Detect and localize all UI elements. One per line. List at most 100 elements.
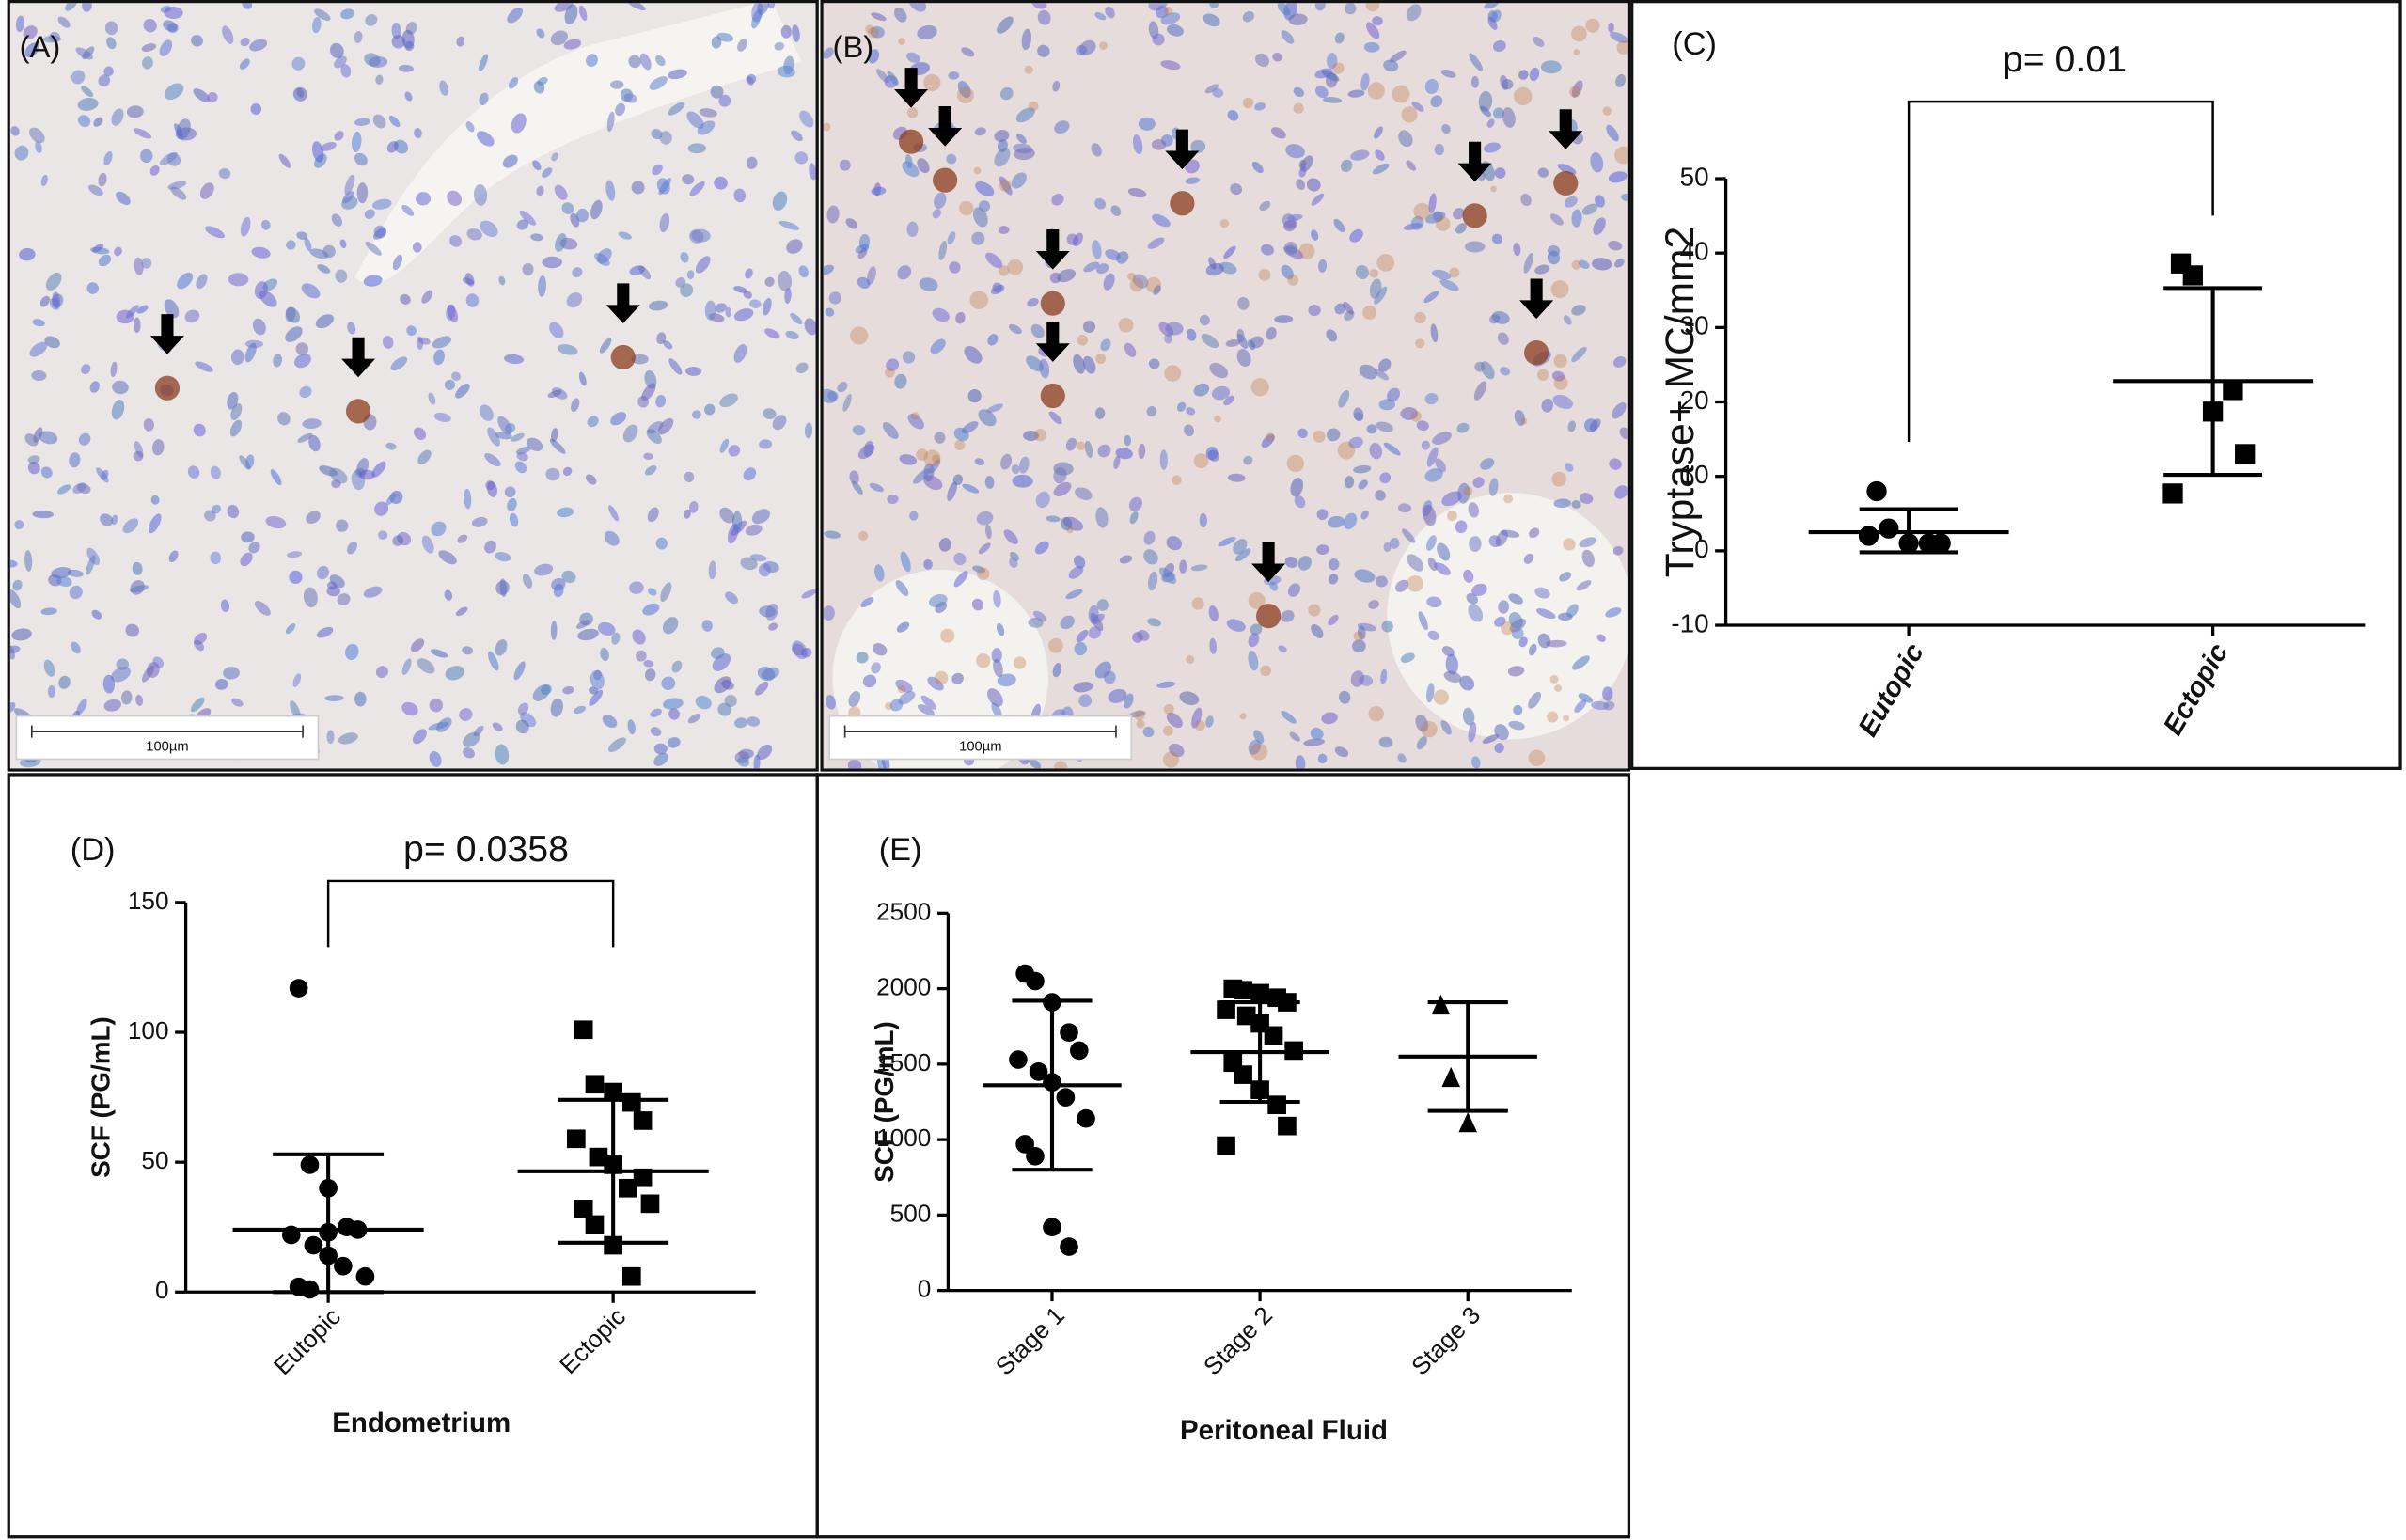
nucleus	[792, 24, 800, 42]
stain	[1014, 656, 1027, 669]
nucleus	[947, 231, 956, 245]
nucleus	[1480, 458, 1495, 470]
nucleus	[1068, 566, 1084, 579]
nucleus	[1528, 643, 1537, 656]
nucleus	[1354, 412, 1364, 422]
stain	[1571, 259, 1581, 270]
nucleus	[574, 705, 587, 715]
nucleus	[743, 291, 752, 299]
nucleus	[957, 80, 971, 99]
nucleus	[444, 379, 456, 390]
nucleus	[1523, 253, 1533, 274]
nucleus	[1153, 285, 1161, 295]
nucleus	[780, 24, 792, 39]
nucleus	[1205, 715, 1214, 728]
data-point	[574, 1200, 593, 1218]
nucleus	[229, 419, 243, 437]
nucleus	[1424, 468, 1443, 482]
nucleus	[689, 500, 699, 513]
data-point	[1060, 1023, 1078, 1042]
data-point	[1879, 518, 1899, 539]
panel-frame	[815, 773, 1631, 1539]
nucleus	[430, 649, 448, 658]
stain	[1415, 338, 1425, 349]
nucleus	[680, 251, 689, 263]
nucleus	[1248, 739, 1262, 755]
nucleus	[1082, 355, 1096, 374]
nucleus	[1132, 134, 1143, 155]
nucleus	[414, 128, 422, 139]
nucleus	[1297, 556, 1313, 571]
nucleus	[1289, 731, 1300, 742]
stain	[1286, 454, 1305, 473]
nucleus	[111, 666, 131, 683]
nucleus	[1284, 556, 1298, 568]
stain	[1266, 432, 1275, 443]
nucleus	[400, 293, 411, 305]
stain	[1332, 62, 1345, 74]
nucleus	[934, 432, 946, 444]
nucleus	[961, 47, 975, 57]
nucleus	[1579, 537, 1597, 548]
data-point	[1029, 1062, 1048, 1081]
nucleus	[997, 16, 1014, 34]
nucleus	[907, 414, 924, 430]
nucleus	[1430, 95, 1443, 108]
nucleus	[1272, 53, 1282, 62]
nucleus	[463, 731, 480, 747]
stain	[1490, 185, 1497, 193]
nucleus	[78, 432, 91, 446]
nucleus	[1187, 328, 1197, 341]
stain	[1537, 369, 1549, 381]
data-point	[1866, 480, 1887, 502]
nucleus	[416, 192, 432, 206]
nucleus	[286, 551, 303, 558]
nucleus	[893, 7, 907, 23]
nucleus	[196, 274, 208, 290]
nucleus	[1248, 633, 1260, 648]
nucleus	[656, 332, 667, 345]
nucleus	[35, 140, 42, 154]
nucleus	[998, 226, 1010, 235]
data-point	[574, 1020, 593, 1040]
data-point	[300, 1280, 320, 1299]
nucleus	[516, 452, 528, 462]
nucleus	[1027, 297, 1039, 307]
nucleus	[953, 571, 968, 588]
nucleus	[1261, 433, 1275, 448]
stain	[1186, 655, 1195, 664]
arrow	[1035, 322, 1070, 362]
stain	[1554, 684, 1562, 692]
nucleus	[1326, 428, 1341, 442]
y-tick-label: 1500	[876, 1048, 931, 1076]
nucleus	[72, 482, 86, 494]
nucleus	[1441, 491, 1462, 507]
nucleus	[101, 469, 109, 480]
nucleus	[962, 483, 980, 494]
nucleus	[1358, 479, 1368, 490]
nucleus	[356, 182, 369, 204]
nucleus	[1227, 110, 1239, 121]
nucleus	[772, 191, 788, 211]
stain	[1193, 453, 1209, 469]
nucleus	[917, 158, 930, 174]
nucleus	[82, 46, 95, 60]
nucleus	[1402, 528, 1416, 543]
nucleus	[86, 555, 96, 575]
nucleus	[764, 328, 780, 339]
nucleus	[391, 35, 406, 49]
nucleus	[1359, 364, 1377, 380]
nucleus	[1179, 559, 1187, 574]
nucleus	[1293, 86, 1305, 98]
nucleus	[804, 318, 816, 336]
nucleus	[125, 623, 140, 637]
nucleus	[1227, 473, 1246, 482]
nucleus	[1225, 338, 1240, 347]
nucleus	[1190, 139, 1206, 153]
nucleus	[1494, 724, 1509, 741]
nucleus	[691, 410, 701, 419]
arrow	[1457, 141, 1492, 182]
nucleus	[562, 466, 573, 477]
nucleus	[566, 292, 583, 308]
